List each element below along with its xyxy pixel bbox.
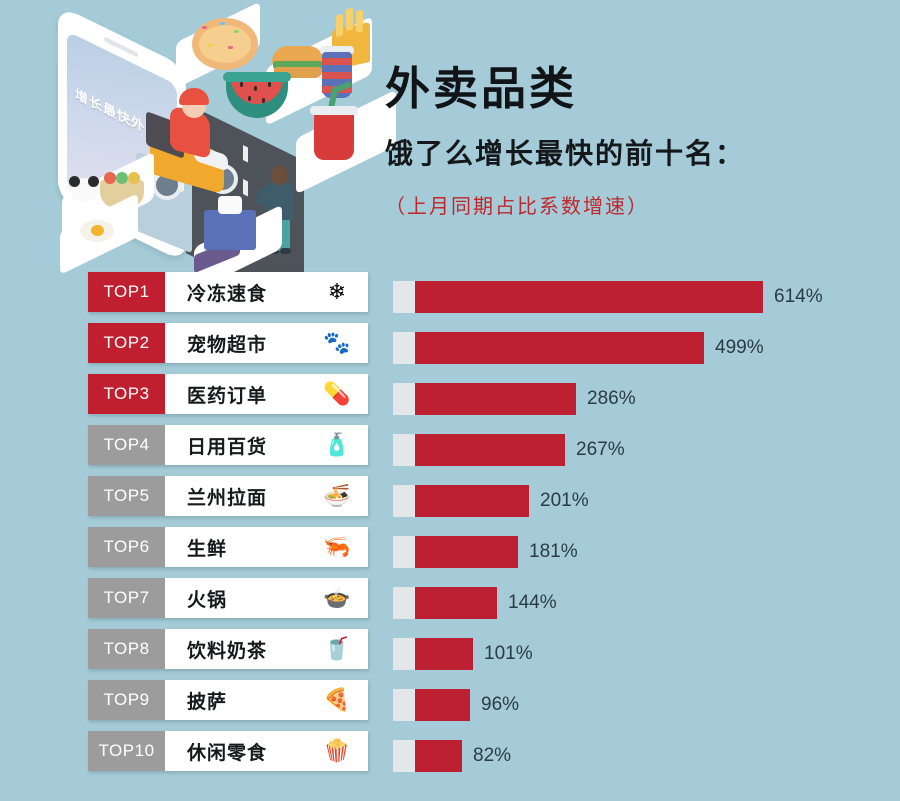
page-note: （上月同期占比系数增速） (385, 194, 649, 218)
bar-row: 286% (393, 379, 893, 419)
snowflake-icon: ❄ (327, 279, 347, 304)
bar (415, 383, 576, 415)
bar-row: 181% (393, 532, 893, 572)
rank-badge: TOP2 (88, 323, 165, 363)
bar-cap (393, 434, 415, 466)
bar (415, 485, 529, 517)
rider-helmet (179, 88, 209, 105)
capsule-pills-icon: 💊 (323, 381, 351, 406)
tissue-box-icon (204, 196, 256, 250)
bar-row: 144% (393, 583, 893, 623)
bar-row: 82% (393, 736, 893, 776)
category-label: 冷冻速食 (187, 282, 268, 305)
category-label: 宠物超市 (187, 333, 268, 356)
rank-badge: TOP9 (88, 680, 165, 720)
page-subtitle: 饿了么增长最快的前十名： (385, 137, 746, 170)
pedestrian-head (271, 166, 288, 185)
rank-row[interactable]: TOP7 火锅 🍲 (88, 578, 368, 618)
bar-cap (393, 740, 415, 772)
bar-cap (393, 587, 415, 619)
bar (415, 638, 473, 670)
noodle-bowl-icon: 🍜 (323, 483, 351, 508)
bar-cap (393, 383, 415, 415)
rank-row[interactable]: TOP2 宠物超市 🐾 (88, 323, 368, 363)
bar-row: 499% (393, 328, 893, 368)
rank-badge: TOP1 (88, 272, 165, 312)
bar-cap (393, 332, 415, 364)
bar-cap (393, 689, 415, 721)
bar (415, 587, 497, 619)
hero-illustration: 增长最快外卖 (58, 1, 396, 311)
bar-value-label: 101% (484, 643, 533, 664)
page-title: 外卖品类 (385, 62, 578, 115)
bar-value-label: 96% (481, 694, 520, 715)
bar (415, 281, 763, 313)
bar-value-label: 267% (576, 439, 625, 460)
toiletries-icon: 🧴 (323, 432, 351, 457)
bar (415, 536, 518, 568)
rank-badge: TOP6 (88, 527, 165, 567)
pizza-slice-icon: 🍕 (323, 687, 351, 712)
bar-chart: 614% 499% 286% 267% 201% 181% 144% 101% 96% 82% (393, 277, 893, 787)
rank-row[interactable]: TOP5 兰州拉面 🍜 (88, 476, 368, 516)
category-label: 休闲零食 (187, 741, 268, 764)
category-label: 日用百货 (187, 435, 268, 458)
rank-row[interactable]: TOP9 披萨 🍕 (88, 680, 368, 720)
category-label: 兰州拉面 (187, 486, 268, 509)
rank-list: TOP1 冷冻速食 ❄ TOP2 宠物超市 🐾 TOP3 医药订单 💊 TOP4 日用百货 🧴 TOP5… (88, 272, 368, 782)
bar-row: 96% (393, 685, 893, 725)
rank-row[interactable]: TOP8 饮料奶茶 🥤 (88, 629, 368, 669)
panda-toy-icon (69, 176, 99, 202)
rank-row[interactable]: TOP4 日用百货 🧴 (88, 425, 368, 465)
paw-prints-icon: 🐾 (323, 330, 351, 355)
bar-row: 101% (393, 634, 893, 674)
milk-tea-cup-icon: 🥤 (323, 636, 351, 661)
category-label: 火锅 (187, 588, 228, 611)
bar (415, 740, 462, 772)
bar-cap (393, 485, 415, 517)
rank-badge: TOP5 (88, 476, 165, 516)
bar-row: 614% (393, 277, 893, 317)
soda-lid (320, 46, 354, 55)
rank-badge: TOP3 (88, 374, 165, 414)
bar-value-label: 286% (587, 388, 636, 409)
rank-row[interactable]: TOP10 休闲零食 🍿 (88, 731, 368, 771)
rank-badge: TOP10 (88, 731, 165, 771)
bar-value-label: 82% (473, 745, 512, 766)
bar-value-label: 499% (715, 337, 764, 358)
burger-icon (272, 46, 324, 78)
bar-value-label: 181% (529, 541, 578, 562)
rank-badge: TOP7 (88, 578, 165, 618)
snacks-icon: 🍿 (323, 738, 351, 763)
juice-lid (310, 106, 358, 115)
watermelon-bowl-rim (223, 72, 291, 82)
bar (415, 332, 704, 364)
juice-cup-icon (314, 112, 354, 160)
pedestrian-shoe-right (280, 248, 291, 254)
rank-badge: TOP4 (88, 425, 165, 465)
category-label: 生鲜 (187, 537, 228, 560)
rank-badge: TOP8 (88, 629, 165, 669)
shrimp-icon: 🦐 (323, 534, 351, 559)
bar-cap (393, 281, 415, 313)
hotpot-icon: 🍲 (323, 585, 351, 610)
rank-row[interactable]: TOP6 生鲜 🦐 (88, 527, 368, 567)
bar-cap (393, 638, 415, 670)
bar-row: 201% (393, 481, 893, 521)
bar (415, 689, 470, 721)
donut-icon (192, 18, 258, 70)
rank-row[interactable]: TOP3 医药订单 💊 (88, 374, 368, 414)
bar-cap (393, 536, 415, 568)
bar-row: 267% (393, 430, 893, 470)
rank-row[interactable]: TOP1 冷冻速食 ❄ (88, 272, 368, 312)
bar (415, 434, 565, 466)
category-label: 医药订单 (187, 384, 268, 407)
egg-yolk (91, 225, 104, 236)
category-label: 披萨 (187, 690, 228, 713)
category-label: 饮料奶茶 (187, 639, 268, 662)
bar-value-label: 614% (774, 286, 823, 307)
bar-value-label: 201% (540, 490, 589, 511)
bar-value-label: 144% (508, 592, 557, 613)
